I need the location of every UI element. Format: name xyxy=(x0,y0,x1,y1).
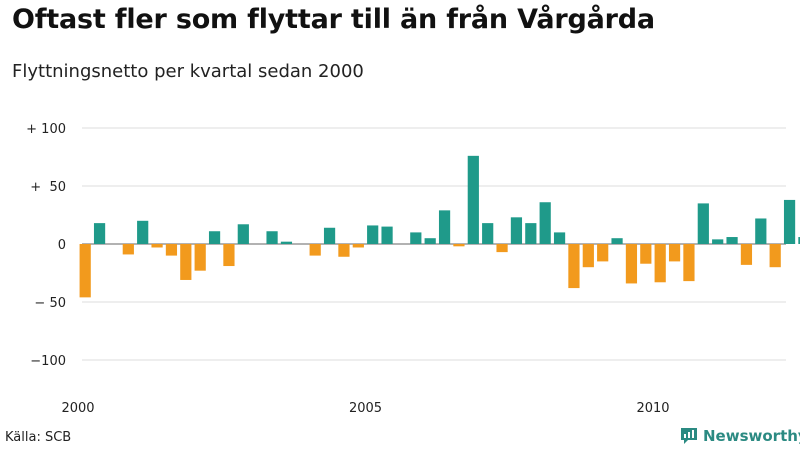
bar-2002-q1 xyxy=(194,244,206,271)
bars xyxy=(79,155,800,298)
bar-2012-q3 xyxy=(798,237,800,244)
bar-2010-q1 xyxy=(654,244,666,283)
bar-2007-q1 xyxy=(482,223,494,244)
y-tick-label: 0 xyxy=(58,238,66,253)
bar-2005-q2 xyxy=(381,226,393,244)
bar-2009-q3 xyxy=(625,244,638,284)
bar-2008-q3 xyxy=(568,244,580,289)
bar-2009-q1 xyxy=(597,244,609,262)
bar-2002-q2 xyxy=(208,231,221,244)
bar-2001-q2 xyxy=(151,244,163,248)
bar-2007-q4 xyxy=(525,223,537,244)
bar-2000-q2 xyxy=(93,223,106,244)
bar-2010-q2 xyxy=(668,244,681,262)
bar-2004-q1 xyxy=(309,244,321,256)
x-tick-label: 2005 xyxy=(349,401,382,416)
bar-2002-q4 xyxy=(237,224,249,244)
bar-2005-q1 xyxy=(367,225,379,244)
y-tick-label: − 50 xyxy=(34,296,66,311)
bar-2000-q1 xyxy=(79,244,91,298)
axis-labels: + 100+ 500− 50−10020002005201020152020 xyxy=(26,122,669,416)
bar-2006-q4 xyxy=(467,155,479,244)
bar-2011-q4 xyxy=(755,218,767,244)
y-tick-label: + 50 xyxy=(30,180,66,195)
bar-2003-q2 xyxy=(266,231,278,244)
bar-2006-q3 xyxy=(453,244,465,247)
bar-2001-q3 xyxy=(165,244,178,256)
y-tick-label: −100 xyxy=(30,354,66,369)
bar-2009-q2 xyxy=(611,238,623,244)
x-tick-label: 2000 xyxy=(61,401,94,416)
bar-2008-q1 xyxy=(539,202,551,244)
bar-2008-q2 xyxy=(553,232,566,244)
source-note: Källa: SCB xyxy=(5,430,72,445)
bar-2010-q4 xyxy=(697,203,709,244)
chart-subtitle: Flyttningsnetto per kvartal sedan 2000 xyxy=(12,61,364,82)
bar-2011-q2 xyxy=(726,237,738,244)
bar-2007-q2 xyxy=(496,244,508,253)
newsworthy-logo-icon xyxy=(681,428,697,444)
bar-2002-q3 xyxy=(223,244,235,267)
bar-2010-q3 xyxy=(683,244,695,282)
bar-2006-q1 xyxy=(424,238,436,244)
bar-2003-q3 xyxy=(280,241,293,244)
bar-2012-q2 xyxy=(783,199,796,244)
bar-2007-q3 xyxy=(510,217,523,244)
bar-2012-q1 xyxy=(769,244,781,268)
bar-2000-q4 xyxy=(122,244,134,255)
newsworthy-logo[interactable]: Newsworthy xyxy=(679,426,800,446)
bar-2004-q4 xyxy=(352,244,364,248)
bar-2006-q2 xyxy=(438,210,451,244)
bar-2011-q1 xyxy=(712,239,724,244)
bar-2001-q4 xyxy=(180,244,192,280)
bar-2005-q4 xyxy=(410,232,422,244)
bar-2008-q4 xyxy=(582,244,594,268)
y-tick-label: + 100 xyxy=(26,122,66,137)
brand-name: Newsworthy xyxy=(703,427,800,445)
bar-2004-q2 xyxy=(323,227,336,244)
bar-2004-q3 xyxy=(338,244,350,257)
bar-2009-q4 xyxy=(640,244,652,264)
bar-2001-q1 xyxy=(137,220,149,244)
x-tick-label: 2010 xyxy=(636,401,669,416)
bar-2011-q3 xyxy=(740,244,753,265)
chart-title: Oftast fler som flyttar till än från Vår… xyxy=(12,4,655,35)
